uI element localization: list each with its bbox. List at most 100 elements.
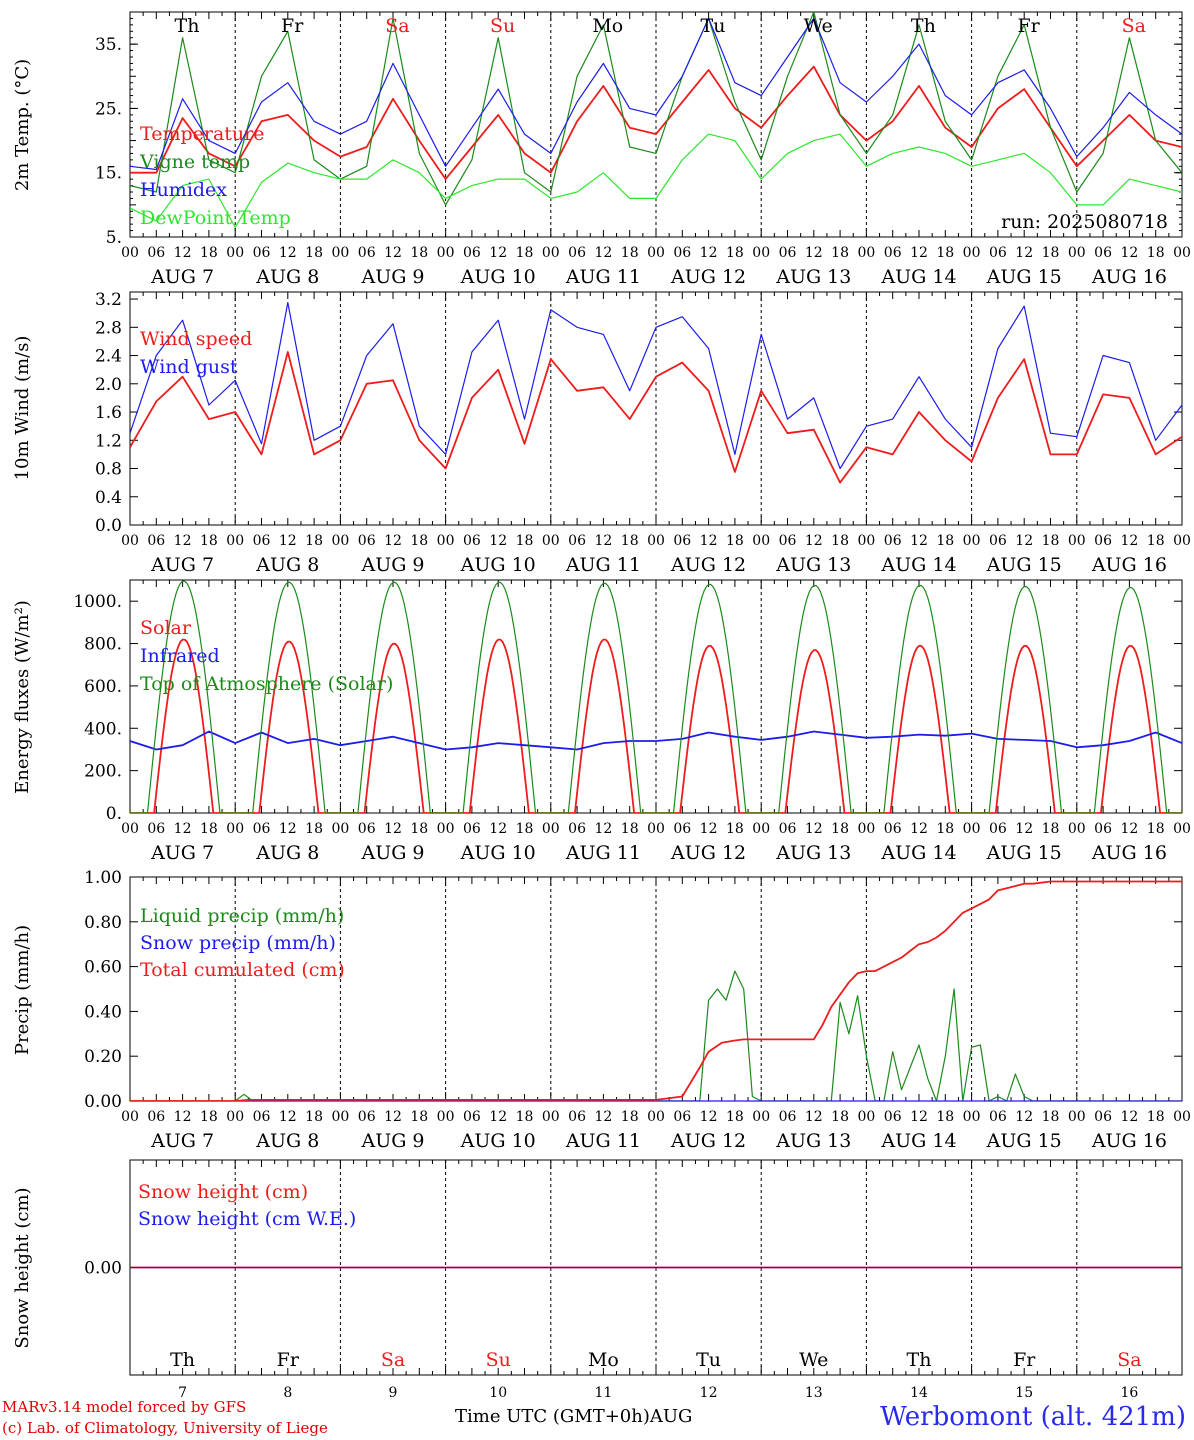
date-label: AUG 7 — [150, 1130, 214, 1152]
hour-label: 00 — [1173, 1109, 1191, 1125]
hour-label: 12 — [594, 1109, 612, 1125]
date-label: AUG 11 — [565, 842, 641, 864]
y-tick-label: 0.20 — [84, 1047, 122, 1067]
legend-entry: Infrared — [140, 645, 220, 667]
date-label: AUG 13 — [775, 842, 851, 864]
hour-label: 18 — [831, 821, 849, 837]
hour-label: 12 — [1015, 821, 1033, 837]
hour-label: 06 — [673, 533, 691, 549]
panel-2: 0.0 0.4 0.8 1.2 1.6 2.0 2.4 2.8 3.2 10m Wind (m/s… — [12, 290, 1191, 576]
hour-label: 18 — [936, 533, 954, 549]
weekday-label: Sa — [1122, 15, 1146, 37]
legend-entry: Wind gust — [140, 356, 238, 378]
date-label: AUG 15 — [986, 554, 1062, 576]
hour-label: 00 — [331, 533, 349, 549]
weekday-label: Th — [911, 15, 936, 37]
hour-label: 00 — [857, 533, 875, 549]
hour-label: 12 — [805, 245, 823, 261]
hour-label: 00 — [437, 245, 455, 261]
panel-4: 0.00 0.20 0.40 0.60 0.80 1.00 Precip (mm/h) Liq… — [12, 868, 1191, 1152]
hour-label: 06 — [568, 245, 586, 261]
hour-label: 18 — [1147, 821, 1165, 837]
day-number-label: 12 — [700, 1385, 718, 1401]
hour-label: 18 — [726, 533, 744, 549]
y-axis-title: 2m Temp. (°C) — [12, 59, 33, 191]
date-label: AUG 8 — [255, 1130, 319, 1152]
series-group — [130, 880, 1182, 1101]
date-label: AUG 7 — [150, 266, 214, 288]
hour-label: 00 — [437, 1109, 455, 1125]
day-number-label: 13 — [805, 1385, 823, 1401]
hour-label: 00 — [1173, 245, 1191, 261]
hour-label: 12 — [174, 533, 192, 549]
date-label: AUG 12 — [670, 266, 746, 288]
hour-label: 18 — [621, 533, 639, 549]
hour-label: 12 — [489, 245, 507, 261]
hour-label: 00 — [542, 1109, 560, 1125]
series-line-vigne-temp — [130, 12, 1182, 206]
hour-label: 00 — [1173, 533, 1191, 549]
hour-label: 00 — [752, 245, 770, 261]
hour-label: 06 — [568, 1109, 586, 1125]
hour-label: 00 — [331, 1109, 349, 1125]
y-tick-label: 0.8 — [95, 460, 122, 480]
y-tick-label: 0.40 — [84, 1002, 122, 1022]
hour-label: 12 — [910, 533, 928, 549]
hour-label: 12 — [1120, 533, 1138, 549]
date-label: AUG 8 — [255, 842, 319, 864]
day-number-label: 14 — [910, 1385, 928, 1401]
hour-label: 12 — [384, 821, 402, 837]
hour-label: 06 — [1094, 245, 1112, 261]
panel-3: 0. 200. 400. 600. 800. 1000. Energy fluxes (W/… — [12, 579, 1191, 864]
hour-label: 06 — [253, 245, 271, 261]
hour-label: 18 — [726, 1109, 744, 1125]
hour-label: 00 — [647, 1109, 665, 1125]
hour-label: 18 — [410, 821, 428, 837]
hour-label: 00 — [857, 821, 875, 837]
hour-label: 00 — [226, 533, 244, 549]
hour-label: 18 — [936, 821, 954, 837]
hour-label: 06 — [358, 533, 376, 549]
y-tick-label: 0. — [106, 804, 122, 824]
x-axis-title: Time UTC (GMT+0h)AUG — [455, 1406, 693, 1427]
y-tick-label: 200. — [84, 762, 122, 782]
legend-entry: Top of Atmosphere (Solar) — [140, 673, 393, 695]
legend-entry: Solar — [140, 617, 192, 639]
y-tick-label: 0.60 — [84, 958, 122, 978]
hour-label: 00 — [857, 1109, 875, 1125]
hour-label: 12 — [700, 245, 718, 261]
series-line-liquid-precip-mm-h — [130, 970, 1182, 1101]
hour-label: 06 — [673, 245, 691, 261]
weekday-label: Fr — [277, 1349, 300, 1371]
weekday-label: Th — [170, 1349, 195, 1371]
hour-label: 00 — [542, 245, 560, 261]
hour-label: 12 — [910, 245, 928, 261]
y-tick-label: 35. — [95, 35, 122, 55]
date-label: AUG 10 — [460, 266, 536, 288]
model-credit: MARv3.14 model forced by GFS — [2, 1398, 247, 1416]
hour-label: 18 — [1042, 821, 1060, 837]
hour-label: 00 — [963, 245, 981, 261]
y-axis-title: Energy fluxes (W/m²) — [12, 600, 33, 794]
hour-label: 12 — [700, 821, 718, 837]
legend-entry: Total cumulated (cm) — [140, 959, 345, 981]
series-line-solar — [130, 638, 1182, 813]
day-number-label: 15 — [1015, 1385, 1033, 1401]
weekday-label: Mo — [592, 15, 623, 37]
y-axis-title: Snow height (cm) — [12, 1187, 33, 1348]
hour-label: 18 — [200, 245, 218, 261]
hour-label: 12 — [1120, 821, 1138, 837]
legend-entry: Liquid precip (mm/h) — [140, 905, 344, 927]
y-tick-label: 15. — [95, 164, 122, 184]
hour-label: 12 — [805, 533, 823, 549]
date-label: AUG 14 — [880, 554, 956, 576]
date-label: AUG 14 — [880, 1130, 956, 1152]
date-label: AUG 13 — [775, 1130, 851, 1152]
hour-label: 06 — [989, 533, 1007, 549]
hour-label: 06 — [673, 1109, 691, 1125]
date-label: AUG 11 — [565, 266, 641, 288]
legend-entry: DewPoint Temp — [140, 207, 291, 229]
series-group — [130, 302, 1182, 484]
hour-label: 12 — [489, 1109, 507, 1125]
